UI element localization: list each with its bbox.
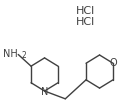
Text: HCl: HCl: [76, 17, 95, 27]
Text: HCl: HCl: [76, 6, 95, 16]
Text: 2: 2: [22, 51, 27, 60]
Text: N: N: [41, 87, 48, 97]
Text: NH: NH: [3, 48, 17, 59]
Text: O: O: [109, 58, 117, 68]
